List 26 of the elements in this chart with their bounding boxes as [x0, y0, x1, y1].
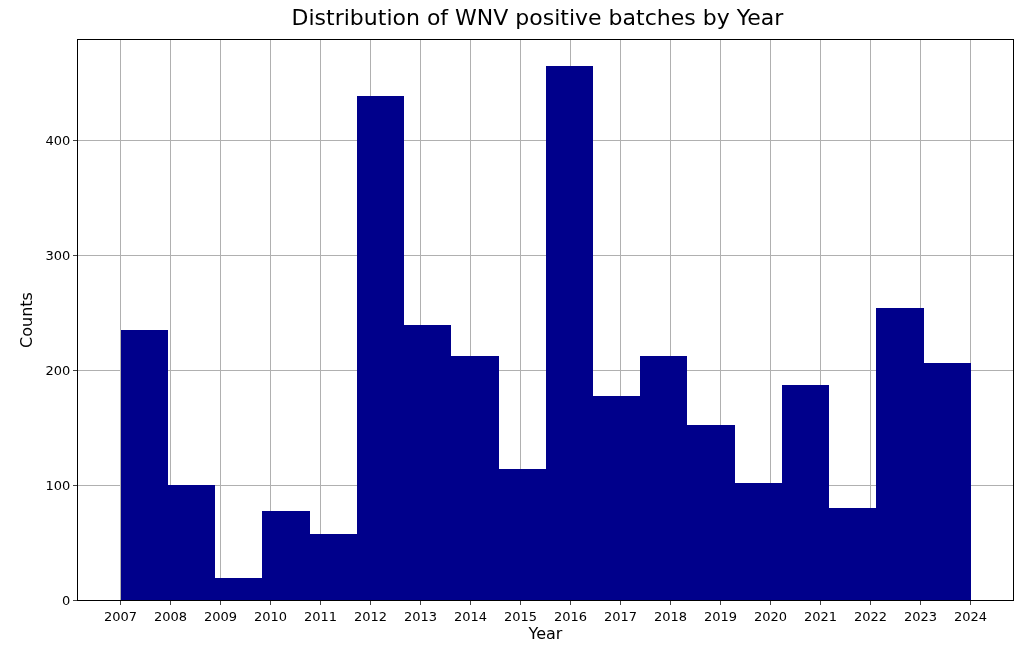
x-tick-label: 2021: [803, 608, 838, 624]
y-tick-label: 0: [62, 592, 71, 608]
x-tick-label: 2024: [953, 608, 988, 624]
chart-title: Distribution of WNV positive batches by Year: [291, 5, 785, 31]
x-tick-label: 2010: [253, 608, 288, 624]
x-tick-label: 2016: [553, 608, 588, 624]
x-tick-label: 2008: [153, 608, 188, 624]
x-tick-label: 2012: [353, 608, 388, 624]
y-tick-label: 200: [45, 362, 71, 378]
y-tick-label: 100: [45, 477, 71, 493]
x-tick-label: 2013: [403, 608, 438, 624]
x-tick-label: 2018: [653, 608, 688, 624]
x-tick-label: 2015: [503, 608, 538, 624]
x-tick-label: 2009: [203, 608, 238, 624]
y-tick-label: 300: [45, 247, 71, 263]
x-tick-label: 2022: [853, 608, 888, 624]
y-tick-label: 400: [45, 132, 71, 148]
x-tick-label: 2020: [753, 608, 788, 624]
x-tick-label: 2023: [903, 608, 938, 624]
x-tick-label: 2019: [703, 608, 738, 624]
x-axis-title: Year: [527, 623, 563, 643]
x-tick-label: 2014: [453, 608, 488, 624]
x-tick-label: 2011: [303, 608, 338, 624]
x-tick-label: 2007: [103, 608, 138, 624]
x-tick-label: 2017: [603, 608, 638, 624]
y-axis-title: Counts: [17, 292, 37, 348]
